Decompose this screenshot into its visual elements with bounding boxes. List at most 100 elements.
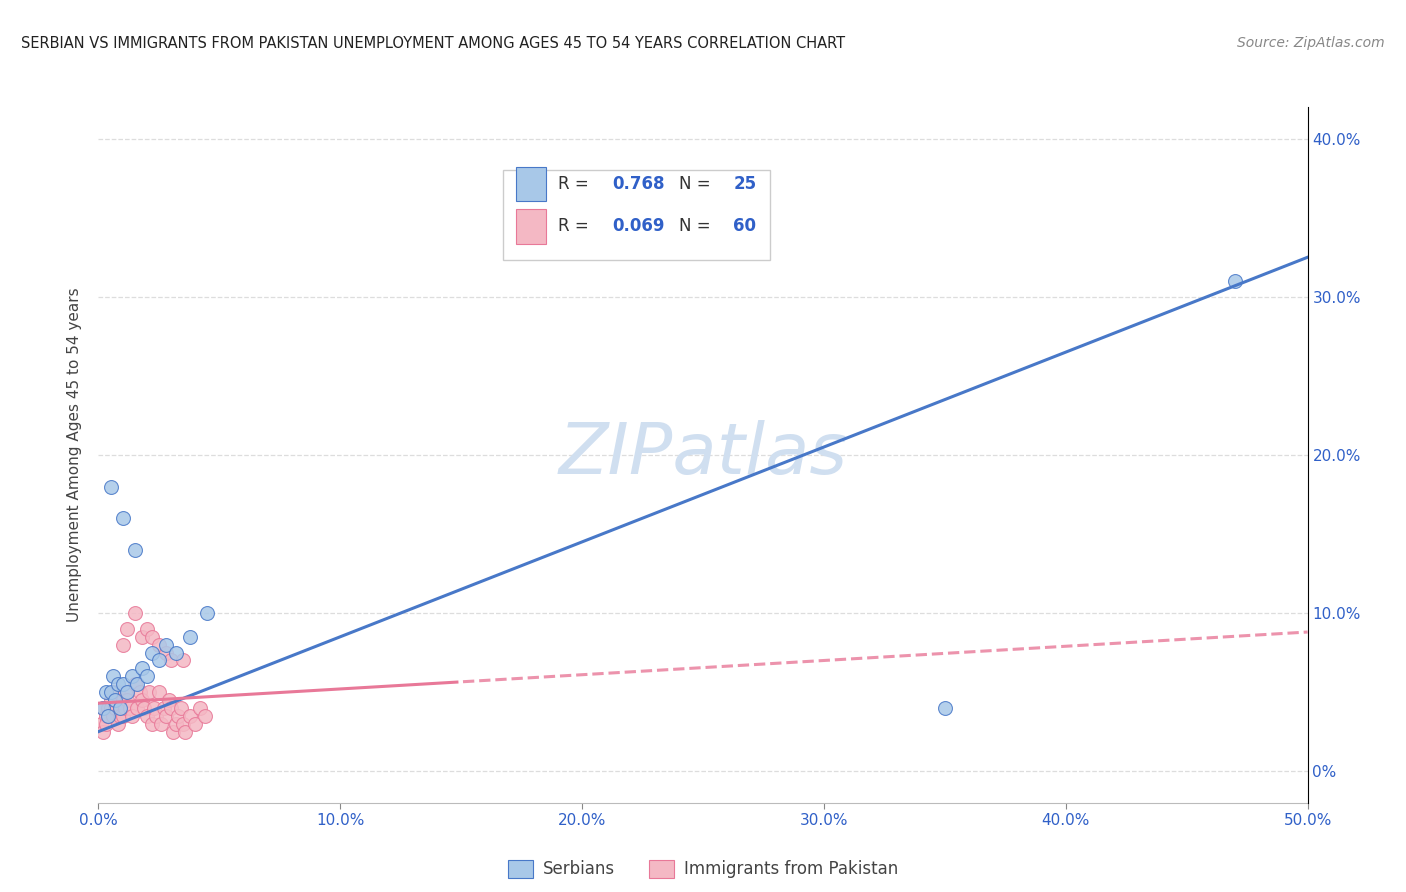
Text: R =: R = — [558, 218, 593, 235]
Point — [172, 653, 194, 667]
Point — [141, 630, 163, 644]
Point — [124, 677, 146, 691]
Point — [100, 685, 122, 699]
Point — [117, 693, 139, 707]
Point — [1223, 274, 1246, 288]
Text: ZIPatlas: ZIPatlas — [558, 420, 848, 490]
Point — [107, 716, 129, 731]
Point — [107, 677, 129, 691]
Point — [124, 542, 146, 557]
Point — [100, 693, 122, 707]
Point — [188, 701, 211, 715]
Text: 0.768: 0.768 — [613, 175, 665, 193]
Point — [104, 693, 127, 707]
Point — [111, 638, 134, 652]
Text: R =: R = — [558, 175, 593, 193]
Point — [111, 693, 134, 707]
Point — [194, 708, 217, 723]
Point — [150, 716, 173, 731]
Point — [114, 685, 136, 699]
Point — [101, 685, 124, 699]
Point — [121, 708, 143, 723]
Point — [138, 685, 160, 699]
Point — [108, 708, 131, 723]
FancyBboxPatch shape — [516, 209, 546, 244]
Point — [121, 669, 143, 683]
Point — [114, 701, 136, 715]
Point — [104, 701, 127, 715]
Point — [160, 653, 183, 667]
Point — [94, 708, 117, 723]
Point — [160, 701, 183, 715]
FancyBboxPatch shape — [503, 169, 769, 260]
Point — [94, 685, 117, 699]
Point — [97, 708, 120, 723]
Point — [127, 677, 149, 691]
Point — [141, 646, 163, 660]
Point — [101, 669, 124, 683]
Text: N =: N = — [679, 218, 716, 235]
Point — [167, 708, 190, 723]
Text: N =: N = — [679, 175, 716, 193]
Point — [91, 701, 114, 715]
Point — [131, 630, 153, 644]
Point — [108, 701, 131, 715]
Point — [100, 701, 122, 715]
Point — [135, 669, 157, 683]
Point — [104, 693, 127, 707]
Point — [184, 716, 207, 731]
Point — [145, 708, 167, 723]
Point — [155, 638, 177, 652]
Point — [169, 701, 191, 715]
Point — [107, 685, 129, 699]
Point — [91, 724, 114, 739]
Point — [148, 653, 170, 667]
Text: 25: 25 — [734, 175, 756, 193]
Point — [128, 685, 150, 699]
Point — [934, 701, 956, 715]
Point — [165, 716, 187, 731]
Point — [135, 622, 157, 636]
Point — [172, 716, 194, 731]
Point — [117, 685, 139, 699]
Point — [141, 716, 163, 731]
Point — [101, 708, 124, 723]
Point — [90, 716, 112, 731]
Point — [111, 677, 134, 691]
Text: 60: 60 — [734, 218, 756, 235]
Point — [135, 708, 157, 723]
Point — [152, 701, 174, 715]
Point — [162, 724, 184, 739]
Point — [127, 701, 149, 715]
Point — [118, 701, 141, 715]
Point — [100, 479, 122, 493]
Point — [179, 630, 201, 644]
Point — [97, 701, 120, 715]
Point — [91, 701, 114, 715]
Point — [155, 646, 177, 660]
Point — [174, 724, 197, 739]
Point — [148, 685, 170, 699]
Point — [143, 701, 166, 715]
Point — [131, 693, 153, 707]
Point — [148, 638, 170, 652]
Point — [111, 708, 134, 723]
Text: Source: ZipAtlas.com: Source: ZipAtlas.com — [1237, 36, 1385, 50]
Point — [165, 646, 187, 660]
Point — [111, 511, 134, 525]
Text: 0.069: 0.069 — [613, 218, 665, 235]
Point — [97, 708, 120, 723]
Text: SERBIAN VS IMMIGRANTS FROM PAKISTAN UNEMPLOYMENT AMONG AGES 45 TO 54 YEARS CORRE: SERBIAN VS IMMIGRANTS FROM PAKISTAN UNEM… — [21, 36, 845, 51]
Point — [131, 661, 153, 675]
Point — [155, 708, 177, 723]
Legend: Serbians, Immigrants from Pakistan: Serbians, Immigrants from Pakistan — [502, 853, 904, 885]
Point — [117, 622, 139, 636]
Point — [108, 701, 131, 715]
Point — [94, 716, 117, 731]
Point — [124, 606, 146, 620]
Point — [179, 708, 201, 723]
Y-axis label: Unemployment Among Ages 45 to 54 years: Unemployment Among Ages 45 to 54 years — [67, 287, 83, 623]
Point — [157, 693, 180, 707]
FancyBboxPatch shape — [516, 167, 546, 202]
Point — [134, 701, 156, 715]
